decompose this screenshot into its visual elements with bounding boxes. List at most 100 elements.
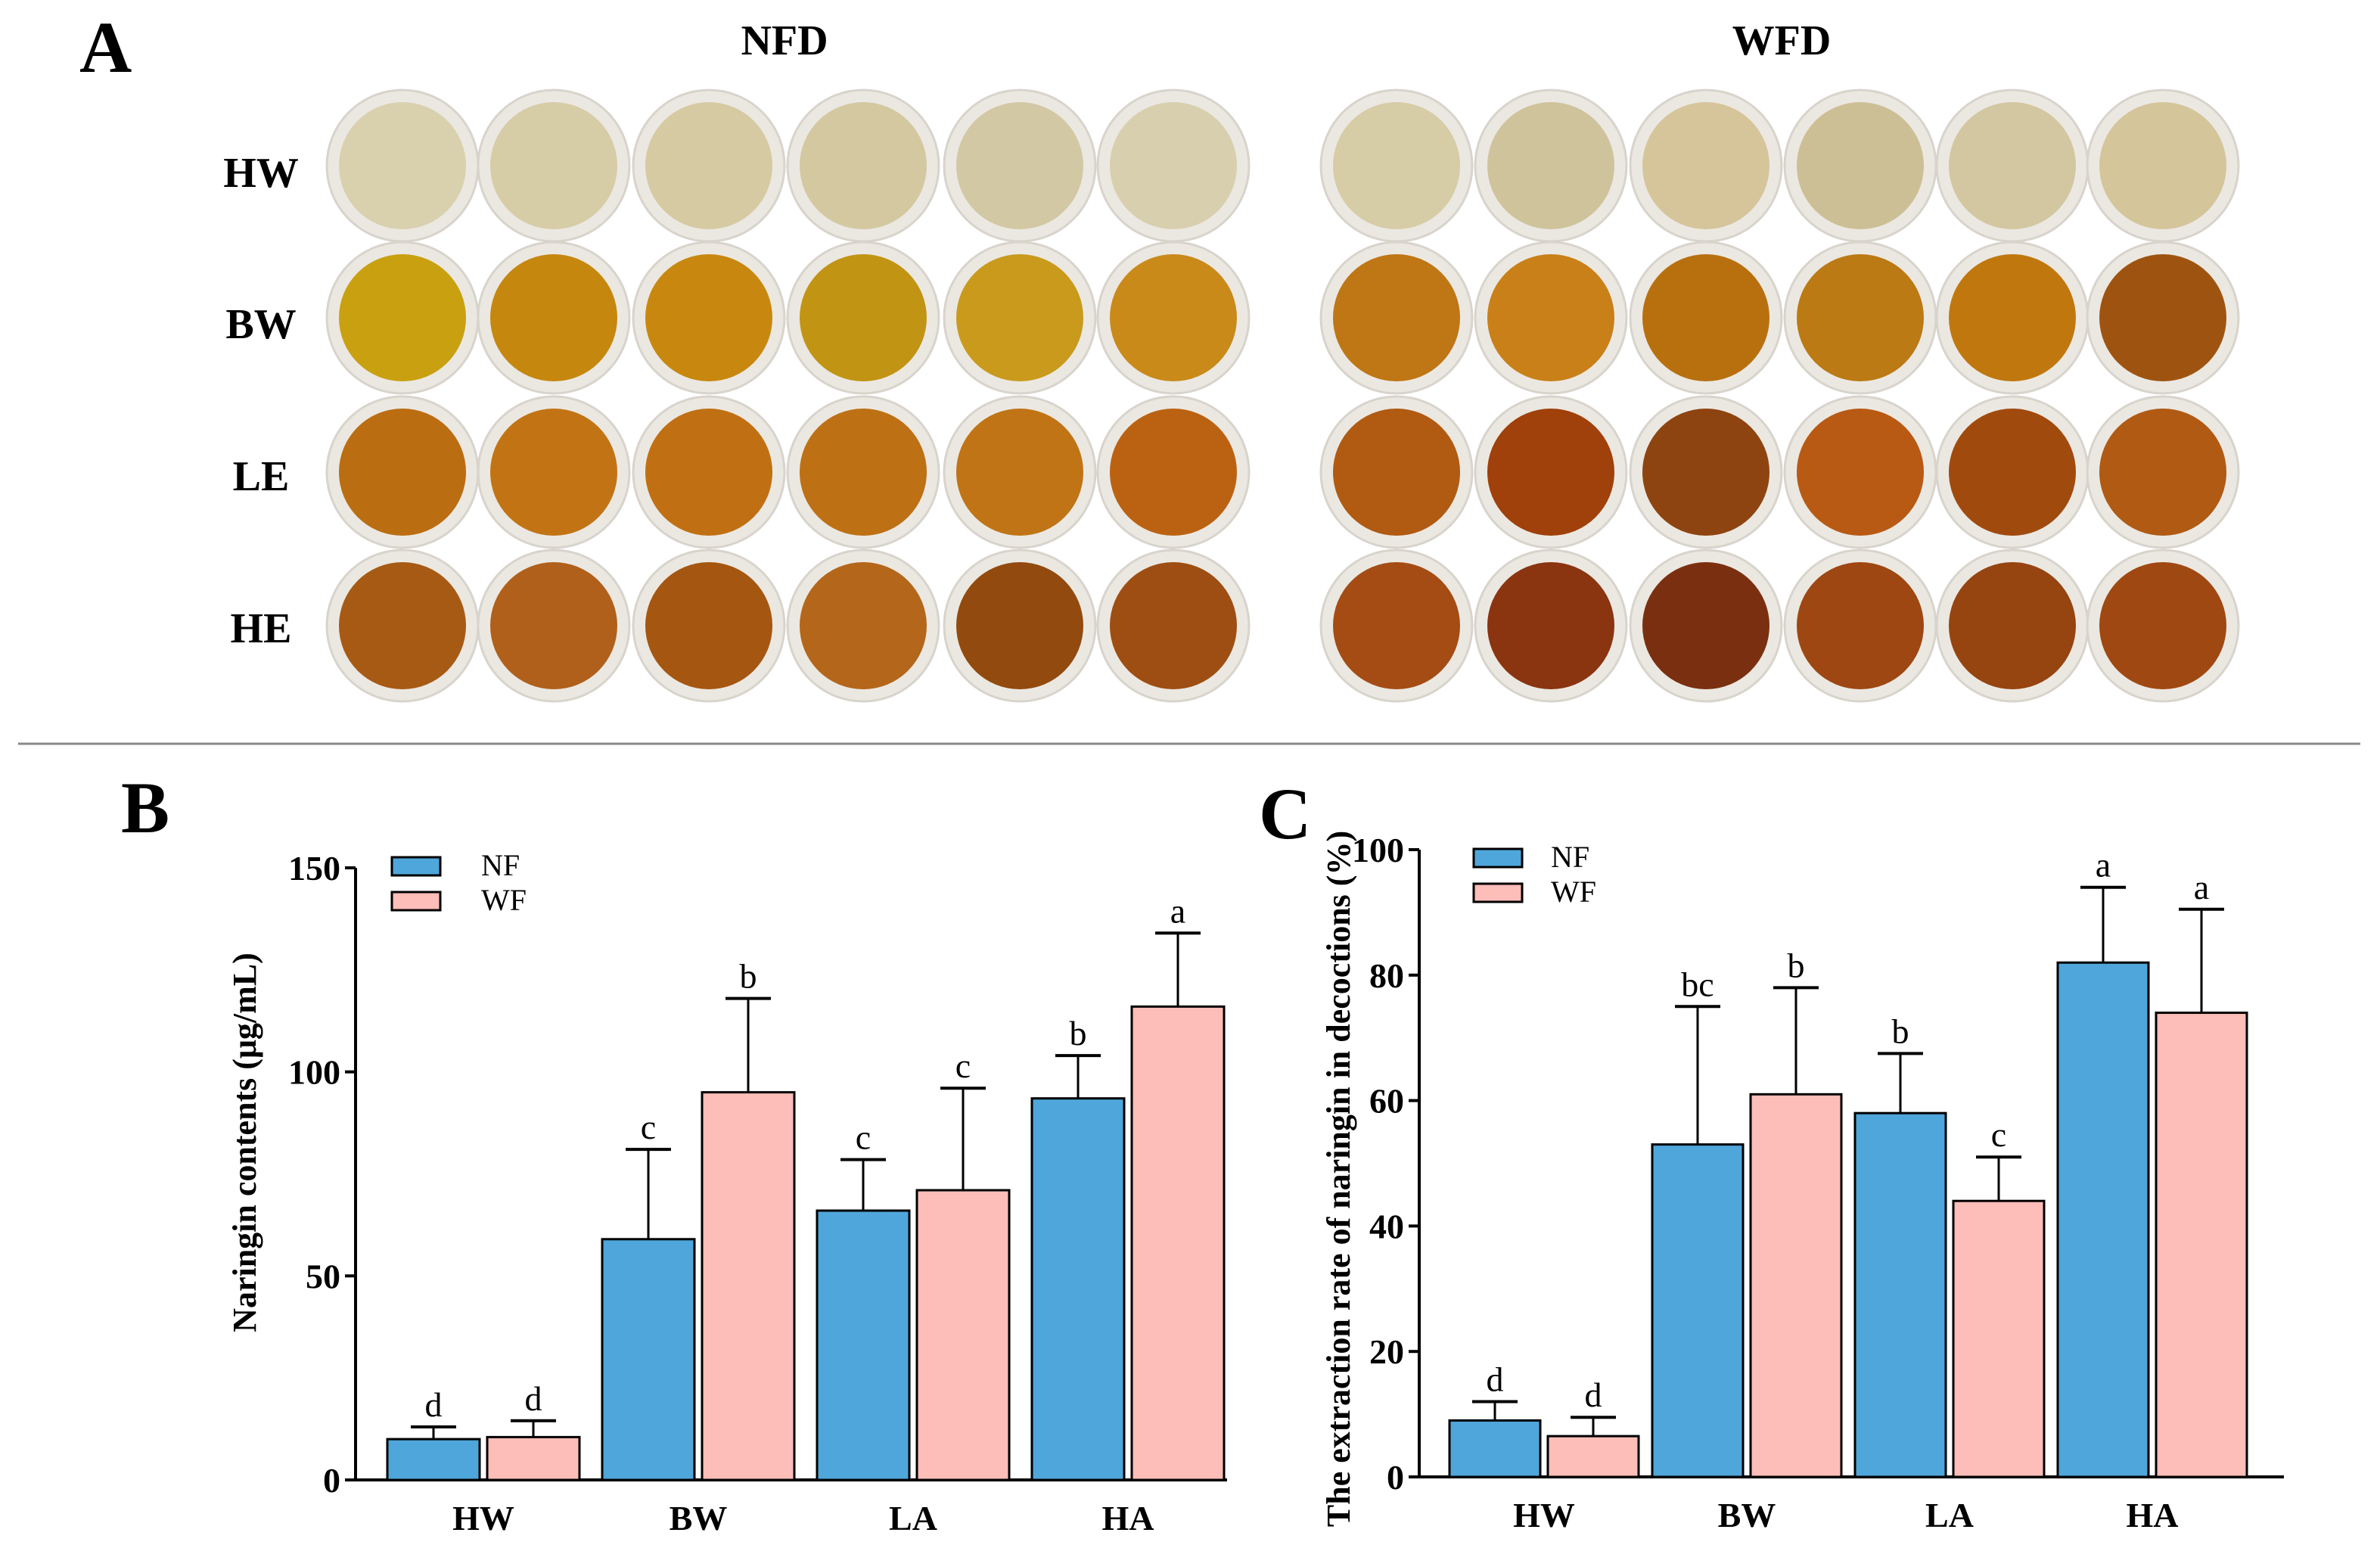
dish-sample-wfd-hw xyxy=(1487,102,1614,229)
bar-nf-bw xyxy=(1651,1143,1745,1478)
x-tick-label: BW xyxy=(1718,1496,1776,1534)
group-header-nfd: NFD xyxy=(741,17,828,64)
y-tick-label: 0 xyxy=(1387,1458,1404,1497)
dish-sample-nfd-le xyxy=(800,409,927,536)
significance-letter: a xyxy=(2096,846,2111,884)
dish-sample-nfd-hw xyxy=(956,102,1083,229)
row-label-bw: BW xyxy=(225,301,296,348)
y-tick-label: 50 xyxy=(306,1257,340,1295)
x-tick-label: HW xyxy=(1513,1496,1575,1534)
dish-sample-wfd-hw xyxy=(1949,102,2076,229)
y-tick-label: 80 xyxy=(1369,956,1404,995)
significance-letter: b xyxy=(740,957,757,996)
bar-nf-la xyxy=(816,1209,911,1481)
legend-swatch-wf xyxy=(390,891,442,912)
y-tick-label: 150 xyxy=(288,849,340,888)
panel-label: C xyxy=(1259,773,1311,854)
dish-sample-nfd-hw xyxy=(490,102,617,229)
bar-wf-hw xyxy=(1546,1435,1640,1478)
dish-sample-nfd-he xyxy=(800,562,927,689)
significance-letter: a xyxy=(2194,868,2209,906)
dish-sample-wfd-he xyxy=(1797,562,1924,689)
significance-letter: c xyxy=(1991,1115,2006,1154)
dish-sample-nfd-le xyxy=(339,409,466,536)
legend-label: NF xyxy=(481,848,520,882)
x-tick-label: HA xyxy=(2127,1496,2179,1534)
x-tick-label: HA xyxy=(1102,1499,1154,1537)
legend-label: WF xyxy=(1551,875,1596,909)
significance-letter: d xyxy=(1585,1376,1602,1414)
dish-sample-wfd-he xyxy=(1642,562,1769,689)
bar-nf-ha xyxy=(1030,1097,1126,1481)
group-header-wfd: WFD xyxy=(1732,17,1832,64)
bar-wf-hw xyxy=(486,1435,581,1481)
legend-swatch-wf xyxy=(1472,882,1524,903)
dish-sample-wfd-he xyxy=(2099,562,2226,689)
x-tick-label: LA xyxy=(889,1499,937,1537)
dish-sample-wfd-le xyxy=(1333,409,1460,536)
dish-sample-nfd-he xyxy=(490,562,617,689)
dish-sample-wfd-le xyxy=(1949,409,2076,536)
dish-sample-wfd-bw xyxy=(1487,254,1614,381)
dish-sample-wfd-he xyxy=(1333,562,1460,689)
dish-sample-nfd-he xyxy=(339,562,466,689)
dish-sample-wfd-bw xyxy=(2099,254,2226,381)
bar-nf-la xyxy=(1853,1111,1947,1478)
row-label-he: HE xyxy=(231,605,292,652)
dish-sample-nfd-le xyxy=(1110,409,1237,536)
dish-sample-nfd-bw xyxy=(956,254,1083,381)
legend-label: WF xyxy=(481,883,527,917)
bar-wf-ha xyxy=(1130,1005,1226,1481)
dish-sample-wfd-hw xyxy=(1797,102,1924,229)
dish-sample-wfd-le xyxy=(1642,409,1769,536)
dish-sample-wfd-bw xyxy=(1949,254,2076,381)
legend-swatch-nf xyxy=(1472,847,1524,869)
legend-label: NF xyxy=(1551,840,1589,874)
significance-letter: b xyxy=(1788,946,1805,984)
significance-letter: c xyxy=(641,1108,656,1146)
significance-letter: b xyxy=(1892,1012,1909,1050)
dish-sample-nfd-le xyxy=(956,409,1083,536)
dish-sample-nfd-bw xyxy=(800,254,927,381)
x-tick-label: LA xyxy=(1925,1496,1974,1534)
dish-sample-nfd-bw xyxy=(339,254,466,381)
significance-letter: a xyxy=(1170,891,1185,930)
dish-sample-wfd-he xyxy=(1949,562,2076,689)
y-tick-label: 20 xyxy=(1369,1332,1404,1371)
significance-letter: d xyxy=(425,1385,443,1424)
y-tick-label: 0 xyxy=(323,1461,340,1500)
dish-sample-wfd-he xyxy=(1487,562,1614,689)
panel-a-photo-grid: A NFD WFD HW BW LE HE xyxy=(79,7,2240,703)
dish-sample-nfd-bw xyxy=(645,254,772,381)
dish-sample-wfd-hw xyxy=(1642,102,1769,229)
y-tick-label: 100 xyxy=(288,1053,340,1092)
panel-label: B xyxy=(121,767,169,848)
significance-letter: c xyxy=(856,1118,871,1157)
dish-sample-wfd-bw xyxy=(1797,254,1924,381)
dish-sample-nfd-he xyxy=(1110,562,1237,689)
bar-wf-la xyxy=(1952,1199,2046,1478)
dish-sample-wfd-hw xyxy=(2099,102,2226,229)
chart-b-naringin-contents: B Naringin contents (μg/mL) 0 50 100 150 d d HW c… xyxy=(121,767,1227,1537)
bar-wf-la xyxy=(915,1189,1011,1481)
dish-sample-nfd-le xyxy=(490,409,617,536)
dish-sample-wfd-hw xyxy=(1333,102,1460,229)
dish-sample-nfd-hw xyxy=(1110,102,1237,229)
y-tick-label: 40 xyxy=(1369,1207,1404,1245)
row-label-le: LE xyxy=(233,453,290,500)
legend-swatch-nf xyxy=(390,856,442,877)
y-tick-label: 100 xyxy=(1352,831,1404,869)
dish-sample-wfd-bw xyxy=(1333,254,1460,381)
x-tick-label: HW xyxy=(452,1499,514,1537)
bar-wf-bw xyxy=(701,1091,796,1481)
bar-wf-bw xyxy=(1749,1093,1843,1478)
dish-sample-wfd-le xyxy=(1487,409,1614,536)
panel-label-a: A xyxy=(79,7,132,88)
dish-sample-nfd-he xyxy=(645,562,772,689)
dish-sample-nfd-bw xyxy=(490,254,617,381)
y-tick-label: 60 xyxy=(1369,1082,1404,1121)
bar-nf-hw xyxy=(1448,1419,1542,1478)
significance-letter: d xyxy=(1487,1360,1504,1399)
